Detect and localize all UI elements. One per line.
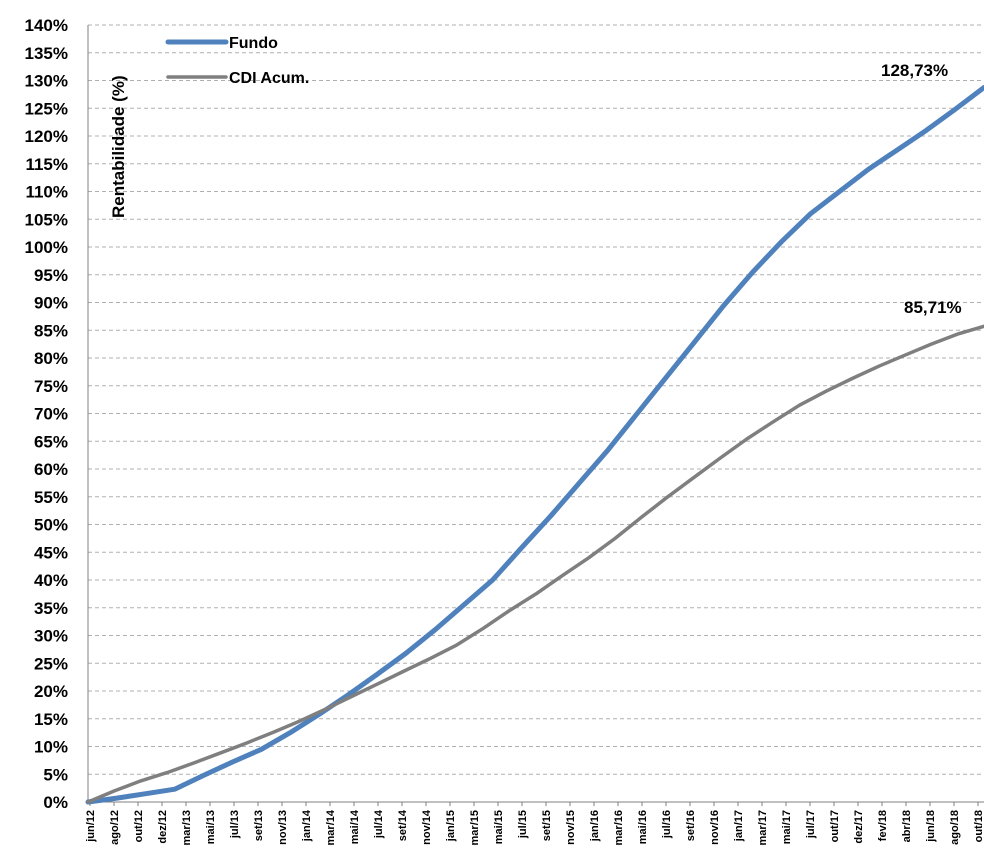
y-tick-label: 30% — [34, 627, 68, 646]
x-tick-label: jan/14 — [301, 809, 313, 842]
y-tick-label: 15% — [34, 710, 68, 729]
x-tick-label: dez/12 — [157, 810, 169, 844]
y-tick-label: 5% — [43, 765, 68, 784]
x-tick-label: abr/18 — [901, 810, 913, 842]
y-tick-label: 140% — [25, 16, 68, 35]
x-tick-label: mar/14 — [325, 809, 337, 845]
x-tick-label: jul/17 — [805, 810, 817, 839]
x-tick-label: mar/17 — [757, 810, 769, 845]
x-tick-labels: jun/12 ago/12 out/12 dez/12 mar/13 mai/13 jul/… — [85, 809, 984, 845]
gridlines — [88, 24, 984, 775]
y-tick-label: 110% — [25, 183, 68, 202]
x-tick-label: jan/15 — [445, 810, 457, 842]
x-tick-label: jan/16 — [589, 810, 601, 842]
x-tick-label: mai/15 — [493, 810, 505, 844]
axes — [87, 25, 984, 806]
y-tick-label: 100% — [25, 238, 68, 257]
x-tick-label: jul/13 — [229, 810, 241, 839]
x-tick-label: nov/13 — [277, 810, 289, 845]
y-tick-label: 115% — [25, 155, 68, 174]
x-tick-label: jun/18 — [925, 810, 937, 843]
y-tick-label: 55% — [34, 488, 68, 507]
x-tick-label: mar/15 — [469, 810, 481, 845]
x-tick-label: jul/15 — [517, 810, 529, 839]
y-tick-label: 50% — [34, 516, 68, 535]
y-tick-label: 95% — [34, 266, 68, 285]
fundo-final-value-label: 128,73% — [881, 61, 948, 80]
x-tick-label: mar/13 — [181, 810, 193, 845]
y-tick-labels: 0% 5% 10% 15% 20% 25% 30% 35% 40% 45% 50% 55% 60% 65%… — [25, 16, 68, 812]
x-tick-label: ago/18 — [949, 810, 961, 845]
y-tick-label: 120% — [25, 127, 68, 146]
cdi-final-value-label: 85,71% — [904, 298, 962, 317]
x-tick-label: nov/16 — [709, 810, 721, 845]
x-tick-label: jul/16 — [661, 810, 673, 839]
y-tick-label: 70% — [34, 405, 68, 424]
x-tick-label: jan/17 — [733, 810, 745, 842]
x-tick-label: out/17 — [829, 810, 841, 842]
x-tick-label: nov/15 — [565, 810, 577, 845]
y-tick-label: 65% — [34, 432, 68, 451]
y-tick-label: 0% — [43, 793, 68, 812]
x-tick-label: set/13 — [253, 810, 265, 841]
y-tick-label: 130% — [25, 72, 68, 91]
x-tick-label: mai/14 — [349, 809, 361, 844]
y-tick-label: 35% — [34, 599, 68, 618]
x-tick-label: set/14 — [397, 809, 409, 841]
x-tick-label: set/16 — [685, 810, 697, 841]
y-tick-label: 45% — [34, 543, 68, 562]
legend-label-cdi: CDI Acum. — [229, 70, 309, 87]
x-tick-label: mai/13 — [205, 810, 217, 844]
y-tick-label: 105% — [25, 210, 68, 229]
series-line-cdi — [86, 324, 984, 804]
y-tick-label: 10% — [34, 738, 68, 757]
x-tick-label: out/12 — [133, 810, 145, 842]
series-line-fundo — [85, 85, 984, 805]
x-tick-label: dez/17 — [853, 810, 865, 844]
y-tick-label: 80% — [34, 349, 68, 368]
x-tick-label: set/15 — [541, 810, 553, 841]
y-axis-label: Rentabilidade (%) — [109, 75, 128, 218]
y-tick-label: 20% — [34, 682, 68, 701]
x-tick-label: ago/12 — [109, 810, 121, 845]
series-lines — [85, 85, 984, 805]
x-tick-label: mar/16 — [613, 810, 625, 845]
y-tick-label: 125% — [25, 99, 68, 118]
y-tick-label: 135% — [25, 44, 68, 63]
x-tick-label: nov/14 — [421, 809, 433, 845]
x-tick-label: fev/18 — [877, 810, 889, 841]
y-tick-label: 75% — [34, 377, 68, 396]
y-tick-label: 90% — [34, 294, 68, 313]
y-tick-label: 85% — [34, 321, 68, 340]
x-tick-label: mai/17 — [781, 810, 793, 844]
x-tick-label: jul/14 — [373, 809, 385, 839]
legend: Fundo CDI Acum. — [165, 35, 309, 87]
y-tick-label: 25% — [34, 654, 68, 673]
x-tick-label: jun/12 — [85, 810, 97, 843]
x-tick-label: out/18 — [973, 810, 984, 842]
y-tick-label: 60% — [34, 460, 68, 479]
y-tick-label: 40% — [34, 571, 68, 590]
x-tick-label: mai/16 — [637, 810, 649, 844]
legend-label-fundo: Fundo — [229, 35, 278, 52]
